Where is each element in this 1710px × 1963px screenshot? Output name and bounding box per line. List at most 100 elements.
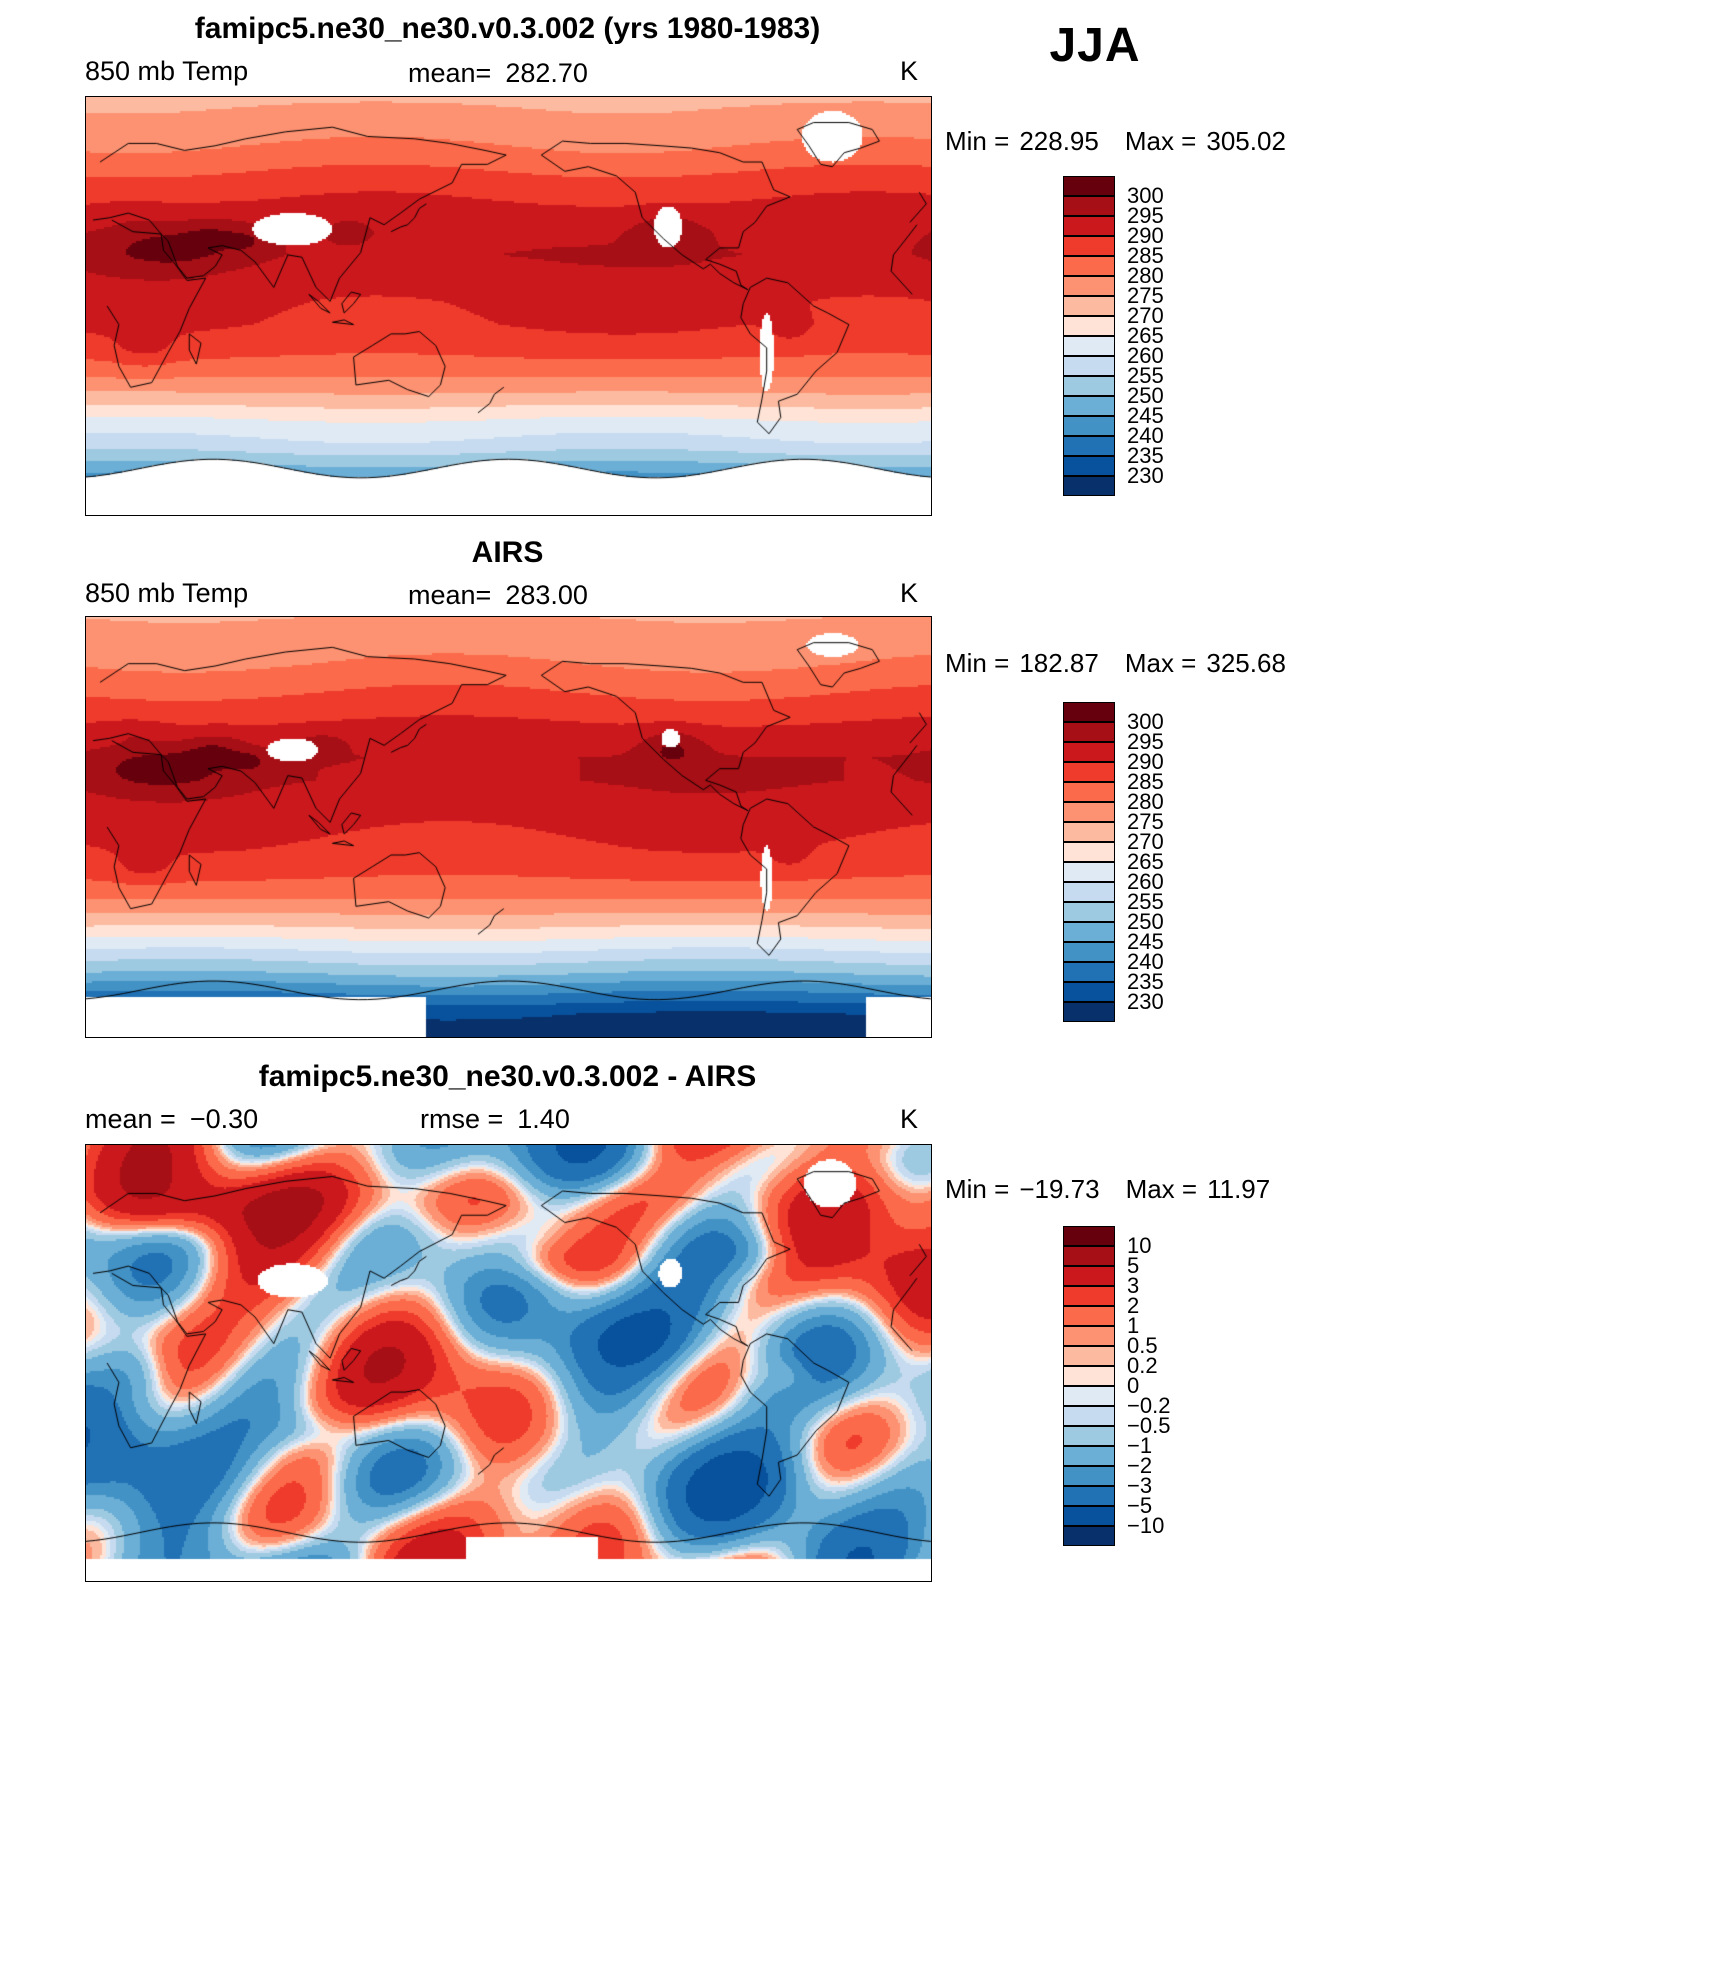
obs-mean-value: 283.00	[505, 580, 588, 610]
colorbar-tick-label: 275	[1127, 283, 1164, 308]
model-variable-label: 850 mb Temp	[85, 56, 249, 86]
colorbar-tick-label: 300	[1127, 183, 1164, 208]
colorbar-box	[1063, 982, 1115, 1002]
colorbar-box	[1063, 1306, 1115, 1326]
colorbar-tick-label: 230	[1127, 463, 1164, 488]
model-panel-title: famipc5.ne30_ne30.v0.3.002 (yrs 1980-198…	[194, 12, 821, 45]
colorbar-box	[1063, 1466, 1115, 1486]
diff-mean-value: −0.30	[189, 1104, 259, 1134]
season-label: JJA	[1049, 19, 1141, 72]
colorbar-box	[1063, 1266, 1115, 1286]
model-mean-value: 282.70	[505, 58, 588, 88]
colorbar-box	[1063, 1226, 1115, 1246]
model-mean: mean= 282.70	[408, 58, 602, 89]
colorbar-box	[1063, 456, 1115, 476]
colorbar-tick-label: 3	[1127, 1273, 1140, 1298]
obs-temperature-map	[85, 616, 932, 1038]
obs-min-value: 182.87	[1019, 648, 1099, 678]
colorbar-tick-label: −2	[1127, 1453, 1153, 1478]
diff-units-label: K	[900, 1104, 919, 1134]
colorbar-tick-label: 0.5	[1127, 1333, 1158, 1358]
diff-mean: mean = −0.30	[85, 1104, 272, 1135]
colorbar-box	[1063, 762, 1115, 782]
colorbar-tick-label: 280	[1127, 263, 1164, 288]
colorbar-box	[1063, 296, 1115, 316]
colorbar-tick-label: 265	[1127, 323, 1164, 348]
obs-minmax: Min = 182.87 Max = 325.68	[945, 648, 1286, 679]
colorbar-tick-label: 285	[1127, 769, 1164, 794]
colorbar-tick-label: −0.5	[1127, 1413, 1171, 1438]
colorbar-box	[1063, 1486, 1115, 1506]
diff-max-label: Max =	[1125, 1174, 1198, 1204]
colorbar-box	[1063, 722, 1115, 742]
colorbar-box	[1063, 336, 1115, 356]
colorbar-tick-label: −0.2	[1127, 1393, 1171, 1418]
colorbar-tick-label: 295	[1127, 729, 1164, 754]
colorbar-box	[1063, 862, 1115, 882]
colorbar-tick-label: 260	[1127, 869, 1164, 894]
colorbar-box	[1063, 236, 1115, 256]
obs-units-label: K	[900, 578, 919, 608]
model-max-label: Max =	[1124, 126, 1197, 156]
colorbar-tick-label: 0.2	[1127, 1353, 1158, 1378]
colorbar-box	[1063, 216, 1115, 236]
colorbar-tick-label: 230	[1127, 989, 1164, 1014]
model-mean-label: mean=	[408, 58, 492, 88]
colorbar-tick-label: 245	[1127, 929, 1164, 954]
diff-temperature-map	[85, 1144, 932, 1582]
colorbar-box	[1063, 742, 1115, 762]
diff-minmax: Min = −19.73 Max = 11.97	[945, 1174, 1270, 1205]
colorbar-tick-label: 10	[1127, 1233, 1152, 1258]
colorbar-tick-label: 290	[1127, 749, 1164, 774]
colorbar-box	[1063, 196, 1115, 216]
colorbar-tick-label: 235	[1127, 969, 1164, 994]
colorbar-box	[1063, 1286, 1115, 1306]
colorbar-tick-label: 240	[1127, 423, 1164, 448]
colorbar-box	[1063, 922, 1115, 942]
colorbar-tick-label: 265	[1127, 849, 1164, 874]
colorbar-box	[1063, 1426, 1115, 1446]
obs-mean-label: mean=	[408, 580, 492, 610]
colorbar-box	[1063, 882, 1115, 902]
colorbar-box	[1063, 416, 1115, 436]
diff-colorbar: 10 5 3 2 1 0.5 0.2 0 −0.2 −0.5 −1 −2 −3 −5 −10	[1063, 1226, 1213, 1546]
colorbar-tick-label: 300	[1127, 709, 1164, 734]
colorbar-box	[1063, 1446, 1115, 1466]
colorbar-tick-label: 255	[1127, 889, 1164, 914]
colorbar-box	[1063, 1326, 1115, 1346]
diff-max-value: 11.97	[1207, 1174, 1271, 1204]
colorbar-tick-label: 260	[1127, 343, 1164, 368]
colorbar-box	[1063, 902, 1115, 922]
diff-min-value: −19.73	[1019, 1174, 1100, 1204]
colorbar-tick-label: 275	[1127, 809, 1164, 834]
colorbar-box	[1063, 802, 1115, 822]
colorbar-tick-label: 2	[1127, 1293, 1140, 1318]
colorbar-box	[1063, 1406, 1115, 1426]
colorbar-box	[1063, 1526, 1115, 1546]
diff-rmse-label: rmse =	[420, 1104, 504, 1134]
colorbar-box	[1063, 1366, 1115, 1386]
colorbar-tick-label: 255	[1127, 363, 1164, 388]
colorbar-tick-label: 5	[1127, 1253, 1140, 1278]
colorbar-box	[1063, 1246, 1115, 1266]
colorbar-tick-label: 1	[1127, 1313, 1140, 1338]
colorbar-box	[1063, 1386, 1115, 1406]
colorbar-box	[1063, 702, 1115, 722]
colorbar-box	[1063, 1002, 1115, 1022]
diff-min-label: Min =	[945, 1174, 1010, 1204]
colorbar-tick-label: 250	[1127, 383, 1164, 408]
colorbar-tick-label: 245	[1127, 403, 1164, 428]
colorbar-tick-label: 250	[1127, 909, 1164, 934]
colorbar-box	[1063, 376, 1115, 396]
colorbar-tick-label: 240	[1127, 949, 1164, 974]
obs-colorbar: 300 295 290 285 280 275 270 265 260 255 250 245 240 2…	[1063, 702, 1213, 1022]
colorbar-box	[1063, 436, 1115, 456]
colorbar-box	[1063, 942, 1115, 962]
colorbar-box	[1063, 842, 1115, 862]
diff-panel-title: famipc5.ne30_ne30.v0.3.002 - AIRS	[258, 1060, 757, 1093]
model-units-label: K	[900, 56, 919, 86]
obs-variable-label: 850 mb Temp	[85, 578, 249, 608]
colorbar-tick-label: 0	[1127, 1373, 1140, 1398]
colorbar-box	[1063, 962, 1115, 982]
